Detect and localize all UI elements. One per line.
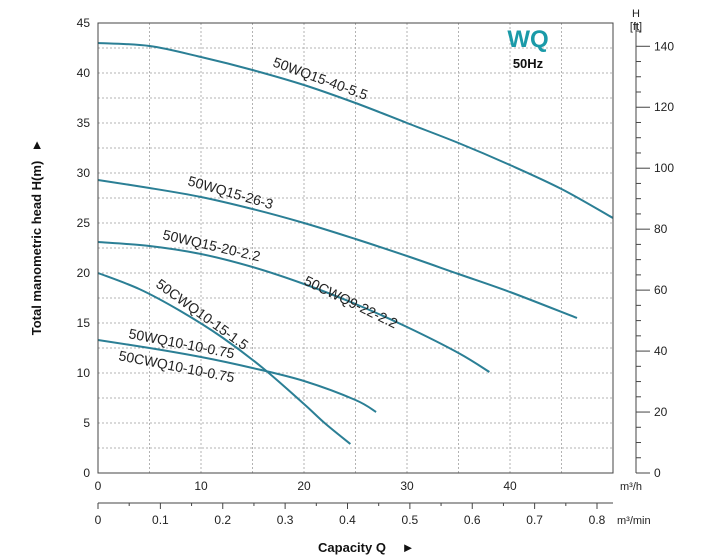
secondary-x-tick-label: 0.7: [526, 513, 543, 527]
secondary-x-tick-label: 0.2: [214, 513, 231, 527]
secondary-x-axis: 0 0.1 0.2 0.3 0.4 0.5 0.6 0.7 0.8: [95, 502, 613, 527]
curve-50WQ15-26-3: [97, 179, 578, 319]
secondary-y-tick-label: 0: [654, 466, 661, 480]
secondary-y-tick-label: 80: [654, 222, 668, 236]
secondary-x-tick-label: 0.6: [464, 513, 481, 527]
curve-50WQ15-20-2.2: [97, 241, 490, 373]
secondary-y-tick-label: 140: [654, 39, 674, 53]
secondary-y-tick-label: 100: [654, 161, 674, 175]
secondary-y-tick-label: 20: [654, 405, 668, 419]
secondary-y-tick-label: 120: [654, 100, 674, 114]
curve-50CWQ10-15-1.5: [97, 272, 352, 445]
y-tick-label: 25: [77, 216, 91, 230]
y-axis-ticks: 0 5 10 15 20 25 30 35 40 45: [77, 16, 91, 480]
secondary-x-axis-unit: m³/min: [617, 515, 651, 527]
x-axis-ticks: 0 10 20 30 40: [95, 479, 517, 493]
secondary-x-tick-label: 0: [95, 513, 102, 527]
y-tick-label: 0: [83, 466, 90, 480]
x-tick-label: 0: [95, 479, 102, 493]
secondary-x-tick-label: 0.8: [589, 513, 606, 527]
x-tick-label: 30: [400, 479, 414, 493]
performance-curves: [97, 42, 614, 445]
frequency-label: 50Hz: [513, 56, 544, 71]
y-tick-label: 40: [77, 66, 91, 80]
secondary-y-axis: 0 20 40 60 80 100 120 140: [635, 23, 674, 480]
y-axis-arrow-icon: ▲: [31, 137, 44, 152]
x-axis-unit: m³/h: [620, 481, 642, 493]
y-tick-label: 15: [77, 316, 91, 330]
x-tick-label: 10: [194, 479, 208, 493]
secondary-x-tick-label: 0.4: [339, 513, 356, 527]
y-tick-label: 30: [77, 166, 91, 180]
y-tick-label: 45: [77, 16, 91, 30]
secondary-x-tick-label: 0.3: [277, 513, 294, 527]
curve-50WQ10-10-0.75: [97, 339, 377, 413]
y-tick-label: 35: [77, 116, 91, 130]
y-tick-label: 10: [77, 366, 91, 380]
curve-50WQ15-40-5.5: [97, 42, 614, 219]
secondary-y-tick-label: 40: [654, 344, 668, 358]
x-tick-label: 40: [503, 479, 517, 493]
y-axis-title: Total manometric head H(m): [29, 161, 44, 336]
secondary-y-axis-unit: [ft]: [630, 21, 642, 33]
secondary-x-tick-label: 0.5: [402, 513, 419, 527]
curve-label-50WQ15-40-5.5: 50WQ15-40-5.5: [271, 54, 370, 103]
secondary-y-axis-title: H: [632, 8, 640, 20]
plot-frame: [97, 22, 614, 474]
x-axis-title: Capacity Q: [318, 540, 386, 555]
curve-label-50WQ15-26-3: 50WQ15-26-3: [186, 173, 275, 213]
y-tick-label: 20: [77, 266, 91, 280]
x-tick-label: 20: [297, 479, 311, 493]
secondary-y-tick-label: 60: [654, 283, 668, 297]
brand-label: WQ: [507, 26, 548, 53]
x-axis-arrow-icon: ►: [402, 540, 415, 555]
y-tick-label: 5: [83, 416, 90, 430]
curve-label-50WQ15-20-2.2: 50WQ15-20-2.2: [161, 226, 262, 264]
secondary-x-tick-label: 0.1: [152, 513, 169, 527]
